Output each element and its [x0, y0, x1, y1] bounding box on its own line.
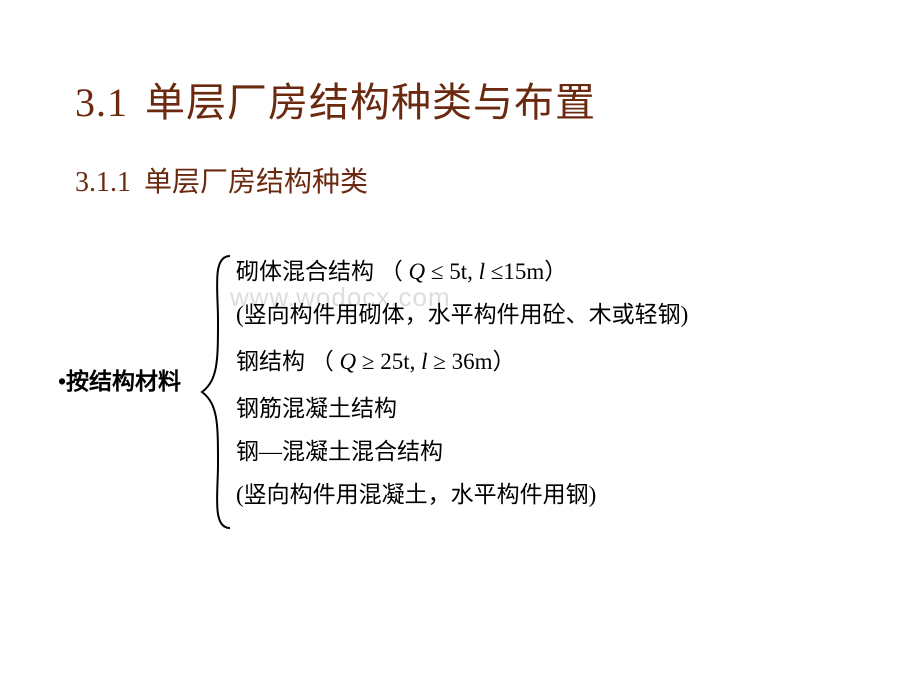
- spacer: （: [374, 259, 409, 284]
- item-name: 钢结构: [236, 349, 305, 374]
- slide: 3.1 单层厂房结构种类与布置 3.1.1 单层厂房结构种类 www.wodoc…: [0, 0, 920, 691]
- subsection-number: 3.1.1: [75, 167, 131, 198]
- section-title: 3.1 单层厂房结构种类与布置: [75, 70, 596, 128]
- subsection-title-text: 单层厂房结构种类: [144, 167, 368, 198]
- math-op: ≤: [485, 259, 503, 284]
- list-item-2: (竖向构件用砌体，水平构件用砼、木或轻钢): [236, 303, 688, 326]
- list-item-6: (竖向构件用混凝土，水平构件用钢): [236, 483, 688, 506]
- list-item-5: 钢—混凝土混合结构: [236, 440, 688, 463]
- section-number: 3.1: [75, 80, 128, 125]
- math-var: Q: [409, 259, 426, 284]
- list-item-1: 砌体混合结构 （ Q ≤ 5t, l ≤15m）: [236, 260, 688, 283]
- category-label: •按结构材料: [58, 362, 181, 396]
- math-val: 15m: [503, 259, 544, 284]
- math-var: Q: [340, 349, 357, 374]
- math-val: 36m: [452, 349, 493, 374]
- section-title-text: 单层厂房结构种类与布置: [145, 80, 596, 125]
- math-op: ≥: [356, 349, 380, 374]
- close-paren: ）: [493, 349, 516, 374]
- close-paren: ）: [544, 259, 567, 284]
- structure-type-list: 砌体混合结构 （ Q ≤ 5t, l ≤15m） (竖向构件用砌体，水平构件用砼…: [236, 260, 688, 506]
- math-val: 25t,: [380, 349, 421, 374]
- item-name: 砌体混合结构: [236, 259, 374, 284]
- math-op: ≥: [428, 349, 452, 374]
- list-item-3: 钢结构 （ Q ≥ 25t, l ≥ 36m）: [236, 350, 688, 373]
- subsection-title: 3.1.1 单层厂房结构种类: [75, 160, 368, 200]
- spacer: （: [305, 349, 340, 374]
- curly-brace-icon: [196, 250, 236, 534]
- list-item-4: 钢筋混凝土结构: [236, 397, 688, 420]
- math-val: 5t,: [449, 259, 478, 284]
- math-op: ≤: [425, 259, 449, 284]
